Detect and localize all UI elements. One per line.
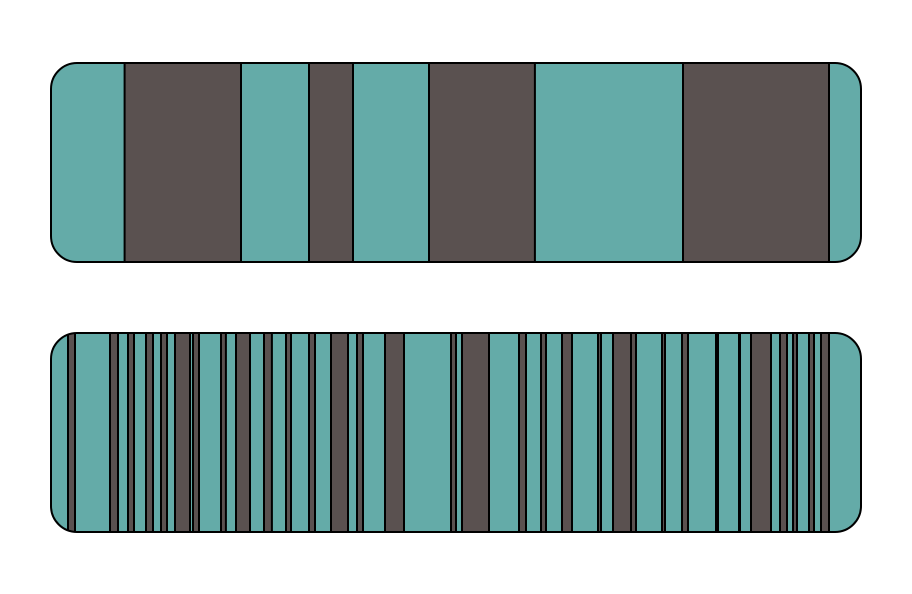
dark-stripe bbox=[428, 63, 536, 262]
dark-stripe bbox=[174, 333, 191, 532]
lower-stripe-bar bbox=[51, 333, 861, 532]
dark-stripe bbox=[145, 333, 154, 532]
dark-stripe bbox=[750, 333, 772, 532]
dark-stripe bbox=[127, 333, 135, 532]
dark-stripe bbox=[518, 333, 527, 532]
lower-bar-outline bbox=[50, 332, 862, 533]
dark-stripe bbox=[792, 333, 798, 532]
dark-stripe bbox=[384, 333, 405, 532]
dark-stripe bbox=[263, 333, 273, 532]
dark-stripe bbox=[123, 63, 242, 262]
dark-stripe bbox=[820, 333, 830, 532]
upper-bar-outline bbox=[50, 62, 862, 263]
dark-stripe bbox=[738, 333, 741, 532]
dark-stripe bbox=[715, 333, 719, 532]
dark-stripe bbox=[235, 333, 251, 532]
dark-stripe bbox=[779, 333, 788, 532]
dark-stripe bbox=[808, 333, 815, 532]
dark-stripe bbox=[561, 333, 573, 532]
dark-stripe bbox=[356, 333, 364, 532]
dark-stripe bbox=[682, 63, 830, 262]
dark-stripe bbox=[681, 333, 689, 532]
dark-stripe bbox=[540, 333, 547, 532]
dark-stripe bbox=[109, 333, 119, 532]
dark-stripe bbox=[450, 333, 457, 532]
upper-stripe-bar bbox=[51, 63, 861, 262]
dark-stripe bbox=[220, 333, 227, 532]
dark-stripe bbox=[461, 333, 490, 532]
dark-stripe bbox=[285, 333, 292, 532]
dark-stripe bbox=[661, 333, 666, 532]
dark-stripe bbox=[597, 333, 602, 532]
dark-stripe bbox=[330, 333, 349, 532]
dark-stripe bbox=[308, 333, 316, 532]
dark-stripe bbox=[630, 333, 637, 532]
dark-stripe bbox=[160, 333, 168, 532]
dark-stripe bbox=[67, 333, 76, 532]
dark-stripe bbox=[192, 333, 200, 532]
dark-stripe bbox=[308, 63, 354, 262]
